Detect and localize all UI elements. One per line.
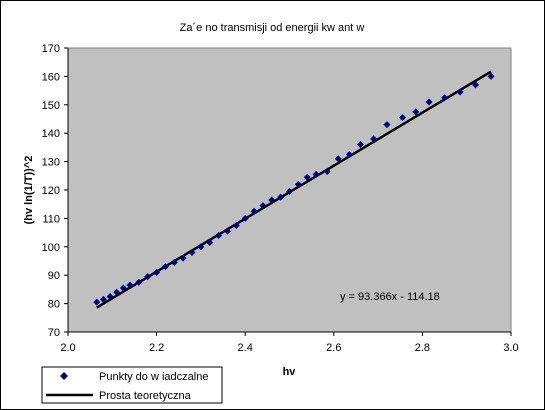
regression-equation: y = 93.366x - 114.18: [340, 291, 440, 303]
y-tick-label: 100: [42, 242, 60, 254]
data-point: [398, 114, 406, 122]
y-axis-title: (hv ln(1/T))^2: [23, 156, 35, 225]
x-axis: 2.0 2.2 2.4 2.6 2.8 3.0: [60, 331, 519, 354]
data-point: [441, 94, 449, 102]
data-point: [323, 168, 331, 176]
data-point: [425, 98, 433, 106]
y-tick-label: 150: [42, 100, 60, 112]
data-point: [179, 254, 187, 262]
data-point: [206, 239, 214, 247]
data-point: [113, 288, 121, 296]
legend: Punkty do w iadczalne Prosta teoretyczna: [41, 366, 223, 404]
data-point: [334, 155, 342, 163]
x-tick-label: 2.4: [238, 342, 253, 354]
data-point: [277, 193, 285, 201]
data-point: [294, 180, 302, 188]
y-tick-label: 110: [42, 213, 60, 225]
legend-label-theory: Prosta teoretyczna: [99, 390, 192, 402]
data-point: [370, 135, 378, 143]
data-point: [93, 298, 101, 306]
data-point: [472, 81, 480, 89]
data-point: [356, 141, 364, 149]
data-point: [487, 72, 495, 80]
data-point: [197, 243, 205, 251]
y-tick-label: 160: [42, 71, 60, 83]
x-axis-title: hv: [283, 366, 297, 378]
data-point: [250, 207, 258, 215]
x-tick-label: 3.0: [503, 342, 518, 354]
data-point: [303, 173, 311, 181]
data-point: [412, 108, 420, 116]
data-point: [286, 187, 293, 195]
x-tick-label: 2.2: [149, 342, 164, 354]
data-point: [126, 281, 134, 289]
y-tick-label: 120: [42, 185, 60, 197]
data-point: [170, 258, 178, 266]
data-point: [161, 263, 169, 271]
data-point: [232, 222, 240, 229]
data-point: [383, 121, 391, 129]
data-point: [153, 268, 161, 276]
y-tick-label: 130: [42, 157, 60, 169]
data-point: [119, 284, 127, 292]
data-point: [215, 231, 223, 239]
y-tick-label: 140: [42, 128, 60, 140]
y-tick-label: 80: [48, 299, 60, 311]
x-tick-label: 2.8: [415, 342, 430, 354]
data-point: [188, 248, 196, 256]
legend-label-points: Punkty do w iadczalne: [99, 371, 208, 383]
y-axis: 70 80 90 100 110 120 130 140 150 160 170: [42, 43, 69, 339]
data-point: [259, 202, 267, 210]
data-point: [144, 273, 152, 281]
data-point: [345, 151, 353, 158]
x-tick-label: 2.6: [326, 342, 341, 354]
chart-title: Za´e no transmisji od energii kw ant w: [180, 22, 365, 34]
data-point: [99, 295, 107, 303]
data-point: [223, 227, 231, 235]
y-tick-label: 170: [42, 43, 60, 55]
data-point: [456, 88, 464, 96]
theoretical-line: [96, 70, 492, 309]
data-point: [268, 196, 276, 204]
legend-box: [41, 366, 223, 404]
series-layer: [93, 70, 495, 309]
y-tick-label: 90: [48, 270, 60, 282]
y-tick-label: 70: [48, 327, 60, 339]
legend-marker-points: [60, 372, 68, 380]
data-point: [135, 278, 143, 286]
data-point: [312, 170, 320, 178]
data-point: [106, 293, 114, 300]
x-tick-label: 2.0: [60, 342, 75, 354]
data-point: [241, 214, 249, 222]
